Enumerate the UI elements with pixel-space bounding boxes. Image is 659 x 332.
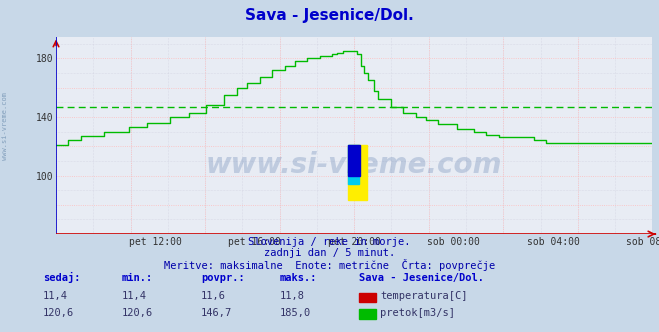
- Text: maks.:: maks.:: [280, 273, 318, 283]
- Text: 11,4: 11,4: [122, 291, 147, 301]
- Text: sedaj:: sedaj:: [43, 272, 80, 283]
- Text: www.si-vreme.com: www.si-vreme.com: [206, 151, 502, 179]
- Text: 120,6: 120,6: [43, 308, 74, 318]
- Text: 11,6: 11,6: [201, 291, 226, 301]
- Text: Slovenija / reke in morje.: Slovenija / reke in morje.: [248, 237, 411, 247]
- Text: Meritve: maksimalne  Enote: metrične  Črta: povprečje: Meritve: maksimalne Enote: metrične Črta…: [164, 259, 495, 271]
- Bar: [348, 145, 360, 176]
- Text: 146,7: 146,7: [201, 308, 232, 318]
- Text: Sava - Jesenice/Dol.: Sava - Jesenice/Dol.: [359, 273, 484, 283]
- Text: 185,0: 185,0: [280, 308, 311, 318]
- Text: povpr.:: povpr.:: [201, 273, 244, 283]
- Text: pretok[m3/s]: pretok[m3/s]: [380, 308, 455, 318]
- Text: 11,8: 11,8: [280, 291, 305, 301]
- Bar: [348, 145, 367, 201]
- Text: 120,6: 120,6: [122, 308, 153, 318]
- Bar: [348, 145, 358, 184]
- Text: min.:: min.:: [122, 273, 153, 283]
- Text: Sava - Jesenice/Dol.: Sava - Jesenice/Dol.: [245, 8, 414, 23]
- Text: zadnji dan / 5 minut.: zadnji dan / 5 minut.: [264, 248, 395, 258]
- Text: 11,4: 11,4: [43, 291, 68, 301]
- Text: www.si-vreme.com: www.si-vreme.com: [2, 92, 9, 160]
- Text: temperatura[C]: temperatura[C]: [380, 291, 468, 301]
